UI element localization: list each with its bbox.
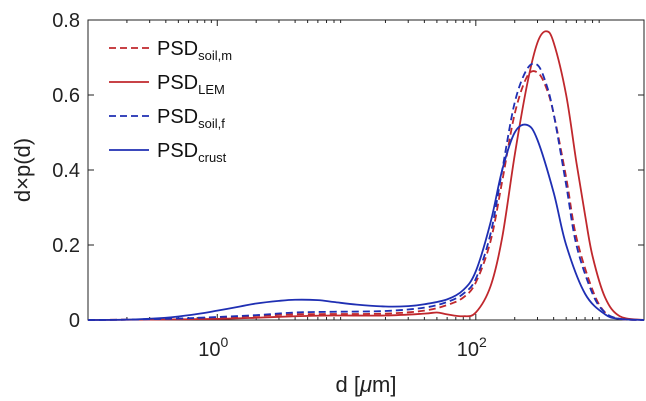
series-line-crust <box>87 123 645 321</box>
plot-area <box>87 19 645 321</box>
y-axis-label: d×p(d) <box>10 138 35 202</box>
data-series <box>87 30 645 321</box>
x-tick-label: 100 <box>198 334 228 361</box>
axis-ticks: 0 0.2 0.4 0.6 0.8 100 102 <box>52 10 645 361</box>
y-tick-label: 0.6 <box>52 85 80 107</box>
y-tick-label: 0 <box>69 310 80 332</box>
legend-label: PSDLEM <box>157 72 225 97</box>
legend-label: PSDsoil,m <box>157 38 232 63</box>
x-tick-label: 102 <box>457 334 487 361</box>
y-tick-label: 0.2 <box>52 235 80 257</box>
x-axis-label: d [μm] <box>336 372 397 397</box>
legend-label: PSDsoil,f <box>157 106 225 131</box>
legend: PSDsoil,m PSDLEM PSDsoil,f PSDcrust <box>109 38 232 165</box>
series-line-soil-f <box>87 62 645 321</box>
series-line-lem <box>87 30 645 321</box>
legend-label: PSDcrust <box>157 140 227 165</box>
y-tick-label: 0.4 <box>52 160 80 182</box>
y-tick-label: 0.8 <box>52 10 80 32</box>
